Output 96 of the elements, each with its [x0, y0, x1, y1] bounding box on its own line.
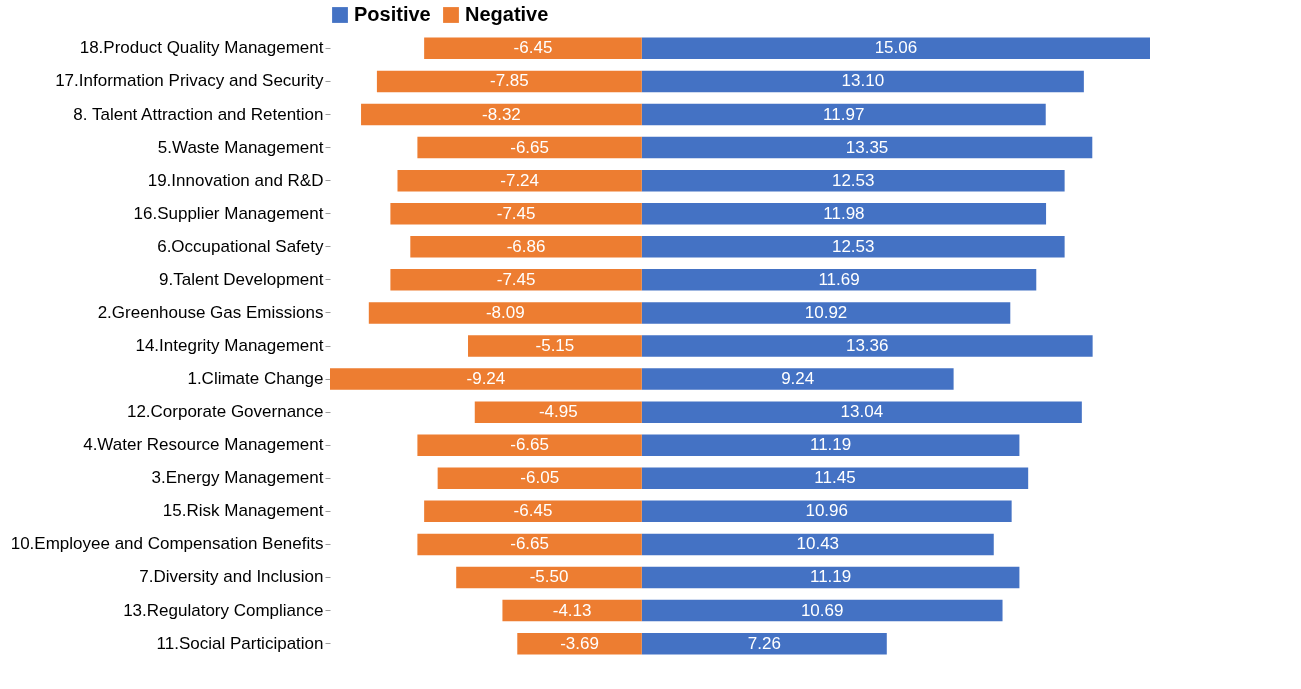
y-tick-label: 14.Integrity Management — [135, 336, 324, 355]
bar — [468, 335, 642, 357]
data-label: -9.24 — [466, 369, 506, 389]
data-label: -6.05 — [520, 468, 560, 488]
data-label: 10.43 — [796, 534, 840, 554]
bar — [641, 500, 1012, 523]
data-label: 11.69 — [818, 269, 860, 289]
data-label: -4.95 — [538, 402, 578, 422]
legend-label: Positive — [354, 3, 431, 25]
y-tick-label: 16.Supplier Management — [133, 203, 324, 223]
data-label: -5.50 — [529, 567, 569, 587]
bar — [641, 335, 1093, 357]
y-tick-label: 12.Corporate Governance — [126, 402, 324, 422]
data-label: -6.86 — [506, 236, 546, 256]
bar — [417, 434, 642, 456]
bar — [330, 368, 642, 390]
bar — [641, 70, 1084, 93]
bar — [641, 566, 1020, 589]
data-label: 13.10 — [841, 71, 885, 91]
y-tick-label: 10.Employee and Compensation Benefits — [10, 534, 324, 554]
bar — [641, 202, 1047, 225]
y-tick-label: 3.Energy Management — [151, 468, 324, 488]
data-label: -3.69 — [560, 633, 599, 653]
y-tick-label: 6.Occupational Safety — [157, 236, 324, 256]
data-label: 11.45 — [814, 468, 856, 488]
bar — [417, 533, 642, 556]
data-label: 11.97 — [823, 104, 865, 124]
y-tick-label: 15.Risk Management — [162, 501, 324, 521]
bar — [424, 500, 642, 523]
bar — [641, 533, 994, 556]
data-label: -7.85 — [489, 71, 529, 91]
data-label: 13.04 — [840, 402, 884, 422]
data-label: -7.45 — [496, 269, 536, 289]
bar — [417, 136, 642, 159]
data-label: 10.96 — [805, 501, 848, 521]
data-label: 10.69 — [800, 600, 844, 620]
bar — [390, 269, 642, 291]
y-tick-label: 5.Waste Management — [157, 137, 324, 157]
y-tick-label: 2.Greenhouse Gas Emissions — [97, 302, 324, 322]
bar — [376, 70, 642, 93]
data-label: 9.24 — [781, 369, 815, 389]
bar — [641, 599, 1003, 622]
y-tick-label: 8. Talent Attraction and Retention — [73, 104, 324, 124]
bar — [456, 566, 642, 589]
bar — [424, 37, 642, 60]
data-label: -8.09 — [485, 302, 525, 322]
data-label: 10.92 — [804, 302, 848, 322]
data-label: 11.19 — [809, 567, 852, 587]
bar — [641, 269, 1037, 291]
data-label: -6.65 — [510, 435, 549, 455]
data-label: 12.53 — [831, 170, 875, 190]
bar — [474, 401, 642, 423]
data-label: 13.36 — [845, 336, 889, 355]
bar — [641, 434, 1020, 456]
bar — [641, 632, 887, 655]
bar — [641, 401, 1082, 423]
bar — [641, 467, 1029, 490]
bar — [641, 103, 1046, 126]
y-tick-label: 17.Information Privacy and Security — [55, 71, 324, 91]
bar — [410, 236, 642, 258]
bar — [641, 169, 1065, 192]
y-tick-label: 9.Talent Development — [159, 269, 324, 289]
bar — [368, 302, 642, 324]
y-tick-label: 19.Innovation and R&D — [147, 170, 324, 190]
data-label: -7.45 — [496, 203, 536, 223]
data-label: 13.35 — [845, 137, 889, 157]
data-label: 12.53 — [831, 236, 875, 256]
data-label: -8.32 — [482, 104, 521, 124]
legend-label: Negative — [465, 3, 549, 25]
y-tick-label: 7.Diversity and Inclusion — [139, 567, 324, 587]
bar — [390, 202, 642, 225]
bar — [397, 169, 642, 192]
bar — [641, 236, 1065, 258]
bar — [641, 302, 1011, 324]
y-tick-label: 13.Regulatory Compliance — [123, 600, 324, 620]
bar — [502, 599, 642, 622]
data-label: 7.26 — [747, 633, 781, 653]
bar — [437, 467, 642, 490]
data-label: -6.65 — [510, 534, 549, 554]
y-tick-label: 18.Product Quality Management — [79, 38, 324, 58]
bar — [641, 136, 1093, 159]
y-tick-label: 11.Social Participation — [156, 633, 324, 653]
y-tick-label: 1.Climate Change — [187, 369, 324, 389]
bar — [641, 37, 1150, 60]
bar — [641, 368, 954, 390]
data-label: 15.06 — [874, 38, 918, 58]
data-label: -6.45 — [513, 38, 553, 58]
data-label: -5.15 — [535, 336, 575, 355]
data-label: -7.24 — [500, 170, 540, 190]
data-label: -6.45 — [513, 501, 553, 521]
data-label: -6.65 — [510, 137, 549, 157]
data-label: 11.19 — [809, 435, 852, 455]
data-label: 11.98 — [823, 203, 865, 223]
bar — [361, 103, 642, 126]
data-label: -4.13 — [552, 600, 592, 620]
y-tick-label: 4.Water Resource Management — [83, 435, 324, 455]
